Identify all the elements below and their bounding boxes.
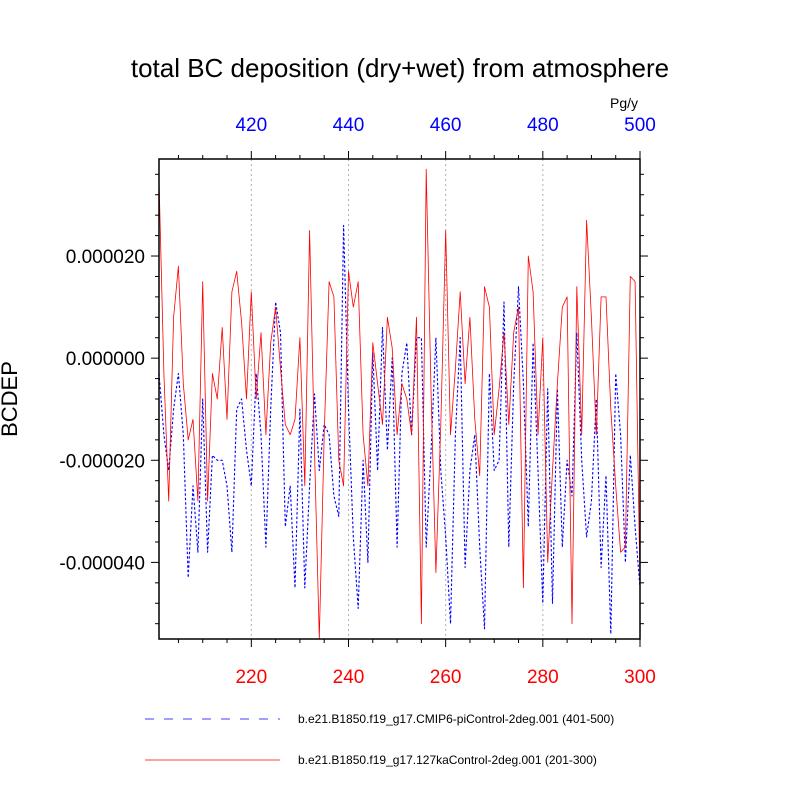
y-tick-label: 0.000000 [66, 349, 145, 370]
x-bottom-tick-label: 260 [430, 667, 462, 688]
x-bottom-tick-label: 280 [527, 667, 559, 688]
series-line-piControl [158, 224, 641, 635]
y-tick-label: -0.000020 [59, 451, 145, 472]
y-tick-labels: 0.000020 0.000000 -0.000020 -0.000040 [59, 247, 145, 574]
x-bottom-tick-labels: 220 240 260 280 300 [235, 667, 655, 688]
x-bottom-tick-label: 300 [624, 667, 656, 688]
legend-label-red: b.e21.B1850.f19_g17.127kaControl-2deg.00… [298, 753, 597, 767]
x-bottom-tick-label: 240 [333, 667, 365, 688]
legend-label-blue: b.e21.B1850.f19_g17.CMIP6-piControl-2deg… [298, 712, 614, 726]
series-line-127kaControl [158, 168, 641, 640]
x-top-tick-labels: 420 440 460 480 500 [235, 115, 655, 136]
y-tick-label: -0.000040 [59, 553, 145, 574]
plot-frame [158, 158, 641, 640]
series-layer [158, 168, 641, 640]
chart-title: total BC deposition (dry+wet) from atmos… [131, 53, 669, 83]
legend: b.e21.B1850.f19_g17.CMIP6-piControl-2deg… [145, 712, 614, 767]
y-tick-label: 0.000020 [66, 247, 145, 268]
x-top-tick-label: 440 [333, 115, 365, 136]
units-label: Pg/y [610, 95, 638, 111]
x-top-tick-label: 460 [430, 115, 462, 136]
x-top-tick-label: 480 [527, 115, 559, 136]
x-bottom-tick-label: 220 [235, 667, 267, 688]
x-top-tick-label: 500 [624, 115, 656, 136]
x-top-tick-label: 420 [235, 115, 267, 136]
axis-ticks [151, 151, 648, 647]
y-axis-label: BCDEP [0, 361, 22, 437]
